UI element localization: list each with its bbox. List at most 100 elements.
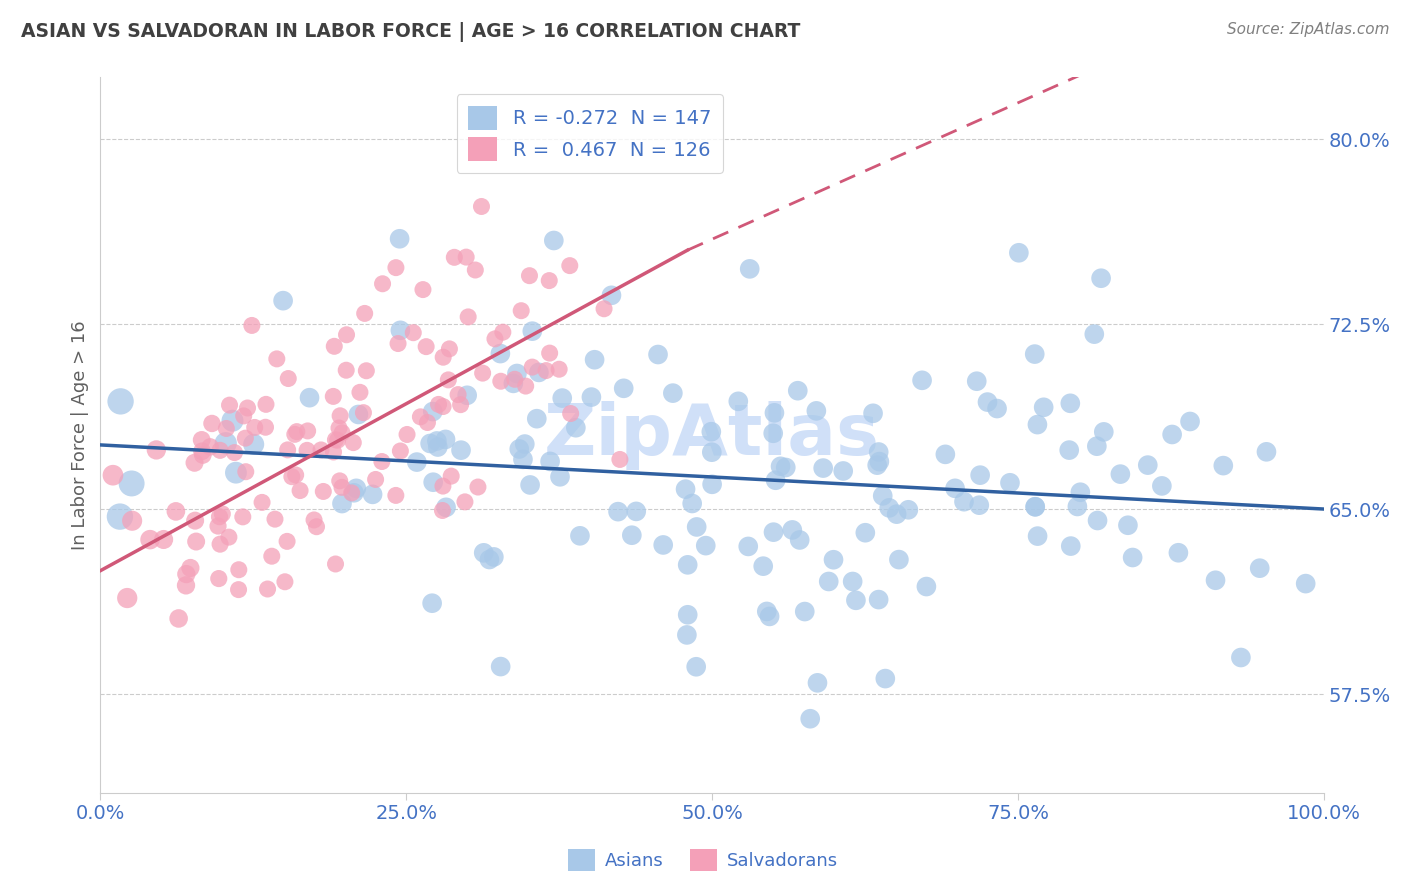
Point: [593, 301, 616, 316]
Point: [489, 659, 512, 673]
Point: [607, 505, 630, 519]
Point: [208, 509, 231, 524]
Point: [1205, 574, 1227, 588]
Point: [681, 496, 703, 510]
Point: [209, 443, 232, 458]
Point: [817, 574, 839, 589]
Point: [700, 425, 723, 439]
Point: [224, 445, 246, 459]
Point: [897, 502, 920, 516]
Point: [527, 365, 550, 379]
Point: [349, 385, 371, 400]
Point: [443, 250, 465, 264]
Point: [510, 303, 533, 318]
Point: [281, 469, 304, 483]
Point: [560, 407, 582, 421]
Point: [186, 534, 208, 549]
Point: [277, 442, 299, 457]
Point: [387, 336, 409, 351]
Point: [422, 404, 444, 418]
Point: [284, 427, 307, 442]
Point: [676, 558, 699, 572]
Point: [551, 391, 574, 405]
Point: [298, 391, 321, 405]
Point: [1024, 500, 1046, 514]
Point: [976, 395, 998, 409]
Point: [295, 443, 318, 458]
Point: [1161, 427, 1184, 442]
Point: [207, 519, 229, 533]
Point: [538, 346, 561, 360]
Point: [330, 425, 353, 440]
Point: [1295, 576, 1317, 591]
Point: [200, 440, 222, 454]
Point: [389, 323, 412, 337]
Point: [887, 552, 910, 566]
Point: [799, 712, 821, 726]
Point: [752, 559, 775, 574]
Point: [447, 387, 470, 401]
Point: [439, 342, 461, 356]
Point: [515, 379, 537, 393]
Point: [211, 507, 233, 521]
Point: [1059, 396, 1081, 410]
Point: [758, 609, 780, 624]
Point: [543, 234, 565, 248]
Point: [998, 475, 1021, 490]
Point: [877, 500, 900, 515]
Point: [583, 352, 606, 367]
Point: [432, 479, 454, 493]
Point: [738, 261, 761, 276]
Point: [823, 552, 845, 566]
Point: [1066, 500, 1088, 514]
Point: [215, 421, 238, 435]
Point: [934, 447, 956, 461]
Point: [409, 409, 432, 424]
Point: [361, 487, 384, 501]
Point: [236, 401, 259, 415]
Point: [811, 461, 834, 475]
Point: [866, 458, 889, 472]
Point: [737, 540, 759, 554]
Point: [806, 676, 828, 690]
Point: [284, 467, 307, 482]
Point: [309, 442, 332, 457]
Point: [325, 557, 347, 571]
Point: [218, 530, 240, 544]
Point: [1057, 443, 1080, 458]
Point: [1083, 327, 1105, 342]
Point: [456, 388, 478, 402]
Point: [763, 406, 786, 420]
Point: [538, 454, 561, 468]
Point: [1060, 539, 1083, 553]
Point: [325, 433, 347, 447]
Point: [769, 459, 792, 474]
Point: [305, 519, 328, 533]
Point: [420, 596, 443, 610]
Point: [416, 416, 439, 430]
Point: [402, 326, 425, 340]
Point: [412, 283, 434, 297]
Point: [966, 374, 988, 388]
Point: [432, 350, 454, 364]
Legend: Asians, Salvadorans: Asians, Salvadorans: [561, 842, 845, 879]
Point: [862, 406, 884, 420]
Point: [969, 468, 991, 483]
Point: [1212, 458, 1234, 473]
Point: [1136, 458, 1159, 472]
Point: [101, 468, 124, 483]
Point: [762, 525, 785, 540]
Point: [340, 486, 363, 500]
Point: [471, 366, 494, 380]
Point: [427, 397, 450, 411]
Point: [288, 483, 311, 498]
Point: [762, 426, 785, 441]
Point: [1122, 550, 1144, 565]
Point: [832, 464, 855, 478]
Point: [484, 332, 506, 346]
Point: [489, 374, 512, 388]
Point: [115, 591, 138, 605]
Point: [538, 274, 561, 288]
Point: [389, 444, 412, 458]
Point: [1178, 415, 1201, 429]
